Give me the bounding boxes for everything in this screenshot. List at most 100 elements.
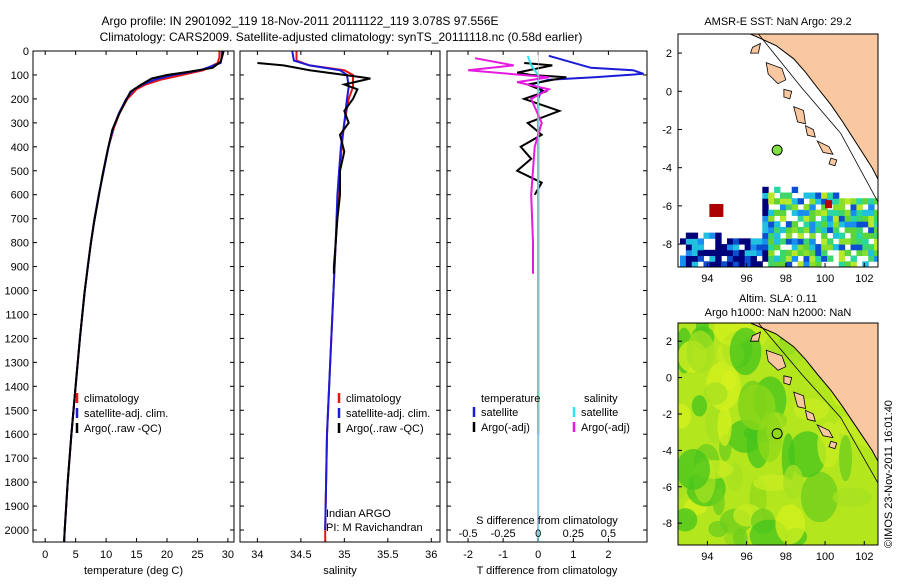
sla-blob (708, 520, 729, 538)
sst-cell (685, 249, 693, 257)
sst-cell (685, 244, 693, 251)
sst-cell (679, 261, 687, 267)
sst-cell (832, 221, 840, 228)
title-line2: Climatology: CARS2009. Satellite-adjuste… (100, 30, 583, 44)
sst-cell (868, 226, 875, 234)
sla-map-panel: Altim. SLA: 0.11 Argo h1000: NaN h2000: N… (662, 293, 879, 563)
sst-cell (721, 249, 728, 257)
sst-cell (850, 255, 857, 262)
x-tick-label: 15 (130, 549, 142, 561)
x-tick-label: 102 (855, 551, 873, 563)
sst-cell (838, 215, 846, 222)
sst-cell (856, 203, 863, 211)
sst-cell (791, 221, 799, 228)
sst-cell (832, 232, 840, 239)
sst-cell (732, 244, 740, 251)
sst-cell (874, 244, 878, 251)
legend-label: climatology (346, 393, 402, 405)
sst-cell (756, 249, 763, 257)
x-axis-label: T difference from climatology (477, 565, 618, 577)
sst-cell (797, 261, 804, 267)
series-salinity-argo-adj- (467, 57, 552, 274)
legend-label: satellite (581, 407, 618, 419)
sst-cell (844, 215, 852, 222)
y-tick-label: 1200 (5, 333, 29, 345)
sla-blob (678, 508, 698, 532)
y-tick-label: 200 (11, 94, 29, 106)
y-tick-label: 400 (11, 142, 29, 154)
sst-cell (685, 232, 693, 239)
salinity-panel: 34 34.5 35 35.5 36 salinity climatology satelli… (239, 50, 441, 577)
sst-cell (797, 238, 804, 245)
y-tick-label: -6 (662, 482, 672, 494)
sst-cell (838, 244, 846, 251)
top-tick-label: 0.5 (601, 528, 616, 540)
sst-cell (827, 255, 834, 262)
sla-blob (678, 403, 692, 429)
sst-cell (856, 221, 863, 228)
sla-blob (775, 504, 806, 545)
x-tick-label: 35.5 (377, 549, 398, 561)
sst-cell (803, 261, 810, 267)
sst-cell (779, 203, 787, 211)
sst-cell (709, 232, 716, 239)
sst-cell (744, 249, 752, 257)
credit-text: ©IMOS 23-Nov-2011 16:01:40 (883, 400, 895, 548)
sst-cell (832, 203, 840, 211)
sst-cell (762, 203, 769, 211)
sst-cell (750, 238, 757, 245)
land-island (749, 331, 761, 342)
x-tick-label: 5 (73, 549, 79, 561)
sst-cell (785, 249, 793, 257)
sst-cell (785, 192, 793, 199)
y-tick-label: -4 (662, 445, 672, 457)
sst-cell (856, 244, 863, 251)
sst-cell (838, 221, 846, 228)
sst-cell (838, 209, 846, 216)
sst-cell (721, 261, 728, 267)
sst-cell (774, 221, 781, 228)
sst-cell (803, 192, 810, 199)
sst-cell (844, 226, 852, 234)
sst-cell (779, 249, 787, 257)
sst-cell (803, 226, 810, 234)
sst-cell (732, 261, 740, 267)
sla-blob (721, 370, 736, 391)
sst-cell (732, 238, 740, 245)
sst-cell (821, 192, 828, 199)
sst-cell (803, 203, 810, 211)
y-tick-label: 100 (11, 70, 29, 82)
sst-cell (815, 209, 822, 216)
sla-blob (832, 487, 872, 508)
sla-map-title: Altim. SLA: 0.11 (739, 293, 817, 305)
sst-cell (821, 198, 828, 205)
top-tick-label: 0 (535, 528, 541, 540)
sst-cell (827, 215, 834, 222)
sst-cell (815, 221, 822, 228)
sst-cell (791, 198, 799, 205)
x-axis-label: temperature (deg C) (84, 565, 183, 577)
series-argo-raw-qc- (63, 51, 225, 542)
series-climatology (63, 51, 221, 542)
sla-blob (717, 406, 732, 446)
y-tick-label: -6 (662, 201, 672, 213)
sst-cell (832, 209, 840, 216)
x-tick-label: 36 (425, 549, 437, 561)
x-tick-label: 1 (570, 549, 576, 561)
sst-cell (791, 186, 799, 194)
sst-cell (756, 238, 763, 245)
x-tick-label: 2 (605, 549, 611, 561)
y-tick-label: 1600 (5, 429, 29, 441)
sst-cell (703, 249, 710, 257)
sst-cell (762, 238, 769, 245)
land-island (783, 375, 793, 386)
y-tick-label: 0 (666, 373, 672, 385)
sst-cell (727, 255, 734, 262)
sst-cell (774, 238, 781, 245)
argo-float-marker (771, 428, 783, 440)
sst-cell (779, 215, 787, 222)
sst-cell (762, 255, 769, 262)
sst-cell (727, 244, 734, 251)
sst-cell (715, 249, 722, 257)
sst-cell (821, 244, 828, 251)
